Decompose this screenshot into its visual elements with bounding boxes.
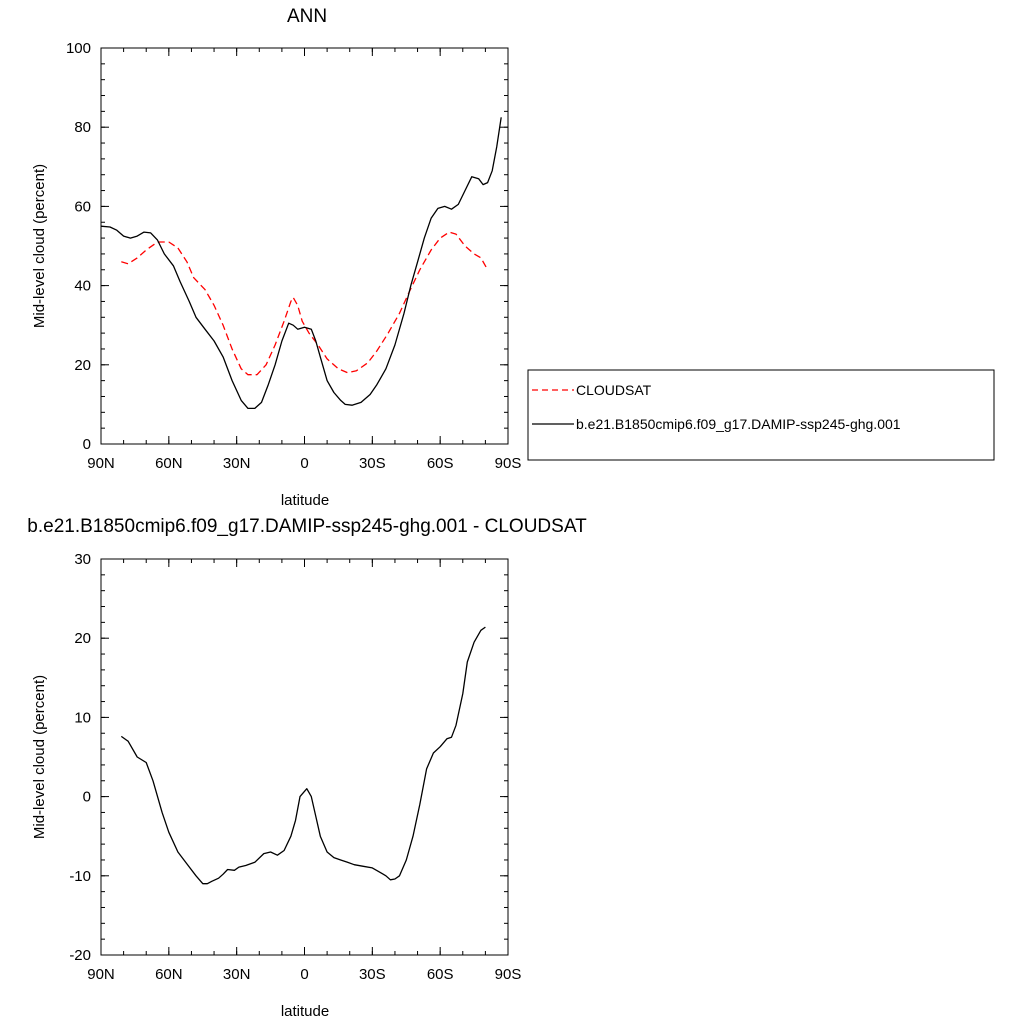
x-tick-label-top: 90S [495, 455, 522, 472]
panel-bottom-x-axis-label: latitude [281, 1003, 329, 1020]
panel-top-series [100, 117, 502, 410]
panel-top-title: ANN [287, 6, 327, 27]
y-tick-label-top: 60 [74, 198, 91, 215]
y-tick-label-top: 100 [66, 40, 91, 57]
x-tick-label-top: 60N [155, 455, 183, 472]
panel-bottom-y-axis-label: Mid-level cloud (percent) [31, 675, 48, 839]
x-tick-label-bottom: 30N [223, 966, 251, 983]
panel-bottom-series [120, 626, 486, 885]
panel-bottom-tick-labels: 90N 60N 30N 0 30S 60S 90S -20 -10 0 10 20 30 [69, 551, 521, 983]
panel-top-tick-labels: 90N 60N 30N 0 30S 60S 90S 0 20 40 60 80 100 [66, 40, 521, 472]
y-tick-label-top: 20 [74, 357, 91, 374]
legend: CLOUDSAT b.e21.B1850cmip6.f09_g17.DAMIP-… [527, 369, 995, 461]
panel-bottom-title: b.e21.B1850cmip6.f09_g17.DAMIP-ssp245-gh… [27, 516, 587, 537]
panel-top-ticks [100, 47, 509, 445]
x-tick-label-top: 0 [300, 455, 308, 472]
y-tick-label-top: 80 [74, 119, 91, 136]
y-tick-label-top: 0 [83, 436, 91, 453]
series-line-top-1 [100, 117, 502, 410]
panel-bottom-frame [100, 558, 509, 956]
x-tick-label-top: 30N [223, 455, 251, 472]
y-tick-label-top: 40 [74, 278, 91, 295]
panel-top-frame [100, 47, 509, 445]
x-tick-label-top: 30S [359, 455, 386, 472]
x-tick-label-top: 90N [87, 455, 115, 472]
panel-top: ANN 90N 60N 30N 0 30S 60S 90S 0 20 40 60 80 100 lati… [31, 6, 521, 509]
x-tick-label-bottom: 60S [427, 966, 454, 983]
x-tick-label-bottom: 60N [155, 966, 183, 983]
series-line-bottom-0 [120, 626, 486, 885]
legend-box [527, 369, 995, 461]
y-tick-label-bottom: 0 [83, 789, 91, 806]
y-tick-label-bottom: -20 [69, 947, 91, 964]
x-tick-label-bottom: 30S [359, 966, 386, 983]
panel-top-x-axis-label: latitude [281, 492, 329, 509]
panel-bottom: b.e21.B1850cmip6.f09_g17.DAMIP-ssp245-gh… [27, 516, 587, 1020]
panel-top-y-axis-label: Mid-level cloud (percent) [31, 164, 48, 328]
panel-bottom-ticks [100, 558, 509, 956]
y-tick-label-bottom: -10 [69, 868, 91, 885]
series-line-top-0 [121, 231, 489, 376]
x-tick-label-bottom: 90N [87, 966, 115, 983]
y-tick-label-bottom: 20 [74, 630, 91, 647]
legend-label-model: b.e21.B1850cmip6.f09_g17.DAMIP-ssp245-gh… [576, 416, 901, 432]
x-tick-label-top: 60S [427, 455, 454, 472]
y-tick-label-bottom: 30 [74, 551, 91, 568]
legend-label-cloudsat: CLOUDSAT [576, 382, 652, 398]
x-tick-label-bottom: 90S [495, 966, 522, 983]
x-tick-label-bottom: 0 [300, 966, 308, 983]
y-tick-label-bottom: 10 [74, 709, 91, 726]
